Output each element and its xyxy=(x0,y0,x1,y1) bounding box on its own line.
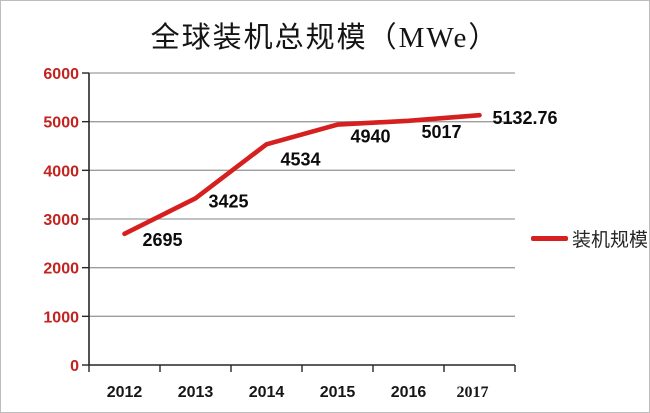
y-axis-tick-label: 1000 xyxy=(43,309,79,326)
x-axis-tick-label: 2017 xyxy=(457,384,489,401)
data-point-label: 5017 xyxy=(422,122,462,142)
series-line xyxy=(122,112,482,237)
y-axis-tick-label: 4000 xyxy=(43,163,79,180)
data-point-label: 4940 xyxy=(351,127,391,147)
chart-title: 全球装机总规模（MWe） xyxy=(150,22,500,54)
legend-line-swatch xyxy=(531,236,568,241)
x-axis-tick-label: 2015 xyxy=(320,384,356,401)
y-axis-tick-label: 0 xyxy=(70,358,79,375)
data-point-label: 5132.76 xyxy=(493,108,558,128)
y-axis-tick-label: 5000 xyxy=(43,115,79,132)
y-axis-tick-label: 2000 xyxy=(43,261,79,278)
data-point-label: 4534 xyxy=(281,149,321,169)
data-point-label: 2695 xyxy=(143,230,183,250)
legend-label: 装机规模 xyxy=(572,230,649,251)
legend: 装机规模 xyxy=(531,225,648,252)
y-axis-tick-label: 6000 xyxy=(43,66,79,83)
x-axis-tick-label: 2016 xyxy=(391,384,427,401)
y-axis-tick-label: 3000 xyxy=(43,212,79,229)
x-axis-tick-label: 2012 xyxy=(107,384,143,401)
x-axis-tick-label: 2014 xyxy=(249,384,285,401)
data-point-label: 3425 xyxy=(209,191,249,211)
x-axis-tick-label: 2013 xyxy=(178,384,214,401)
